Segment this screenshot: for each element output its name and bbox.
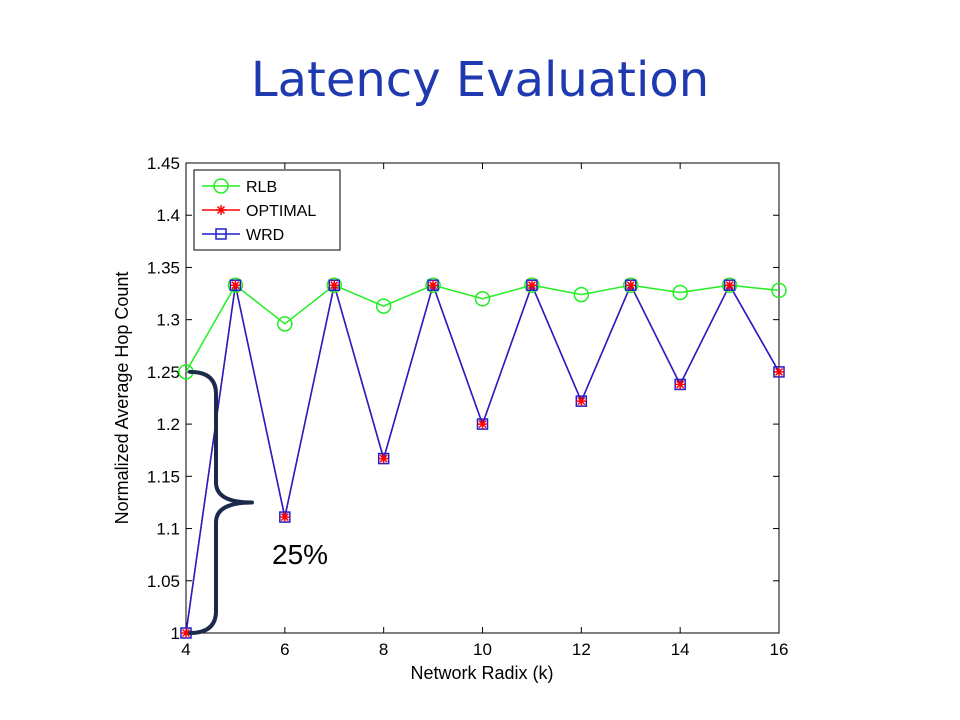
- marker-optimal: [724, 280, 735, 291]
- marker-rlb: [771, 282, 787, 299]
- legend-marker-rlb: [213, 178, 229, 194]
- legend-label-rlb: RLB: [246, 179, 277, 196]
- x-tick-label: 4: [181, 640, 190, 659]
- marker-rlb: [277, 316, 293, 332]
- x-tick-label: 6: [280, 640, 289, 659]
- marker-rlb: [672, 284, 688, 301]
- y-tick-label: 1.3: [156, 311, 180, 330]
- legend-marker-wrd: [215, 228, 227, 240]
- marker-optimal: [477, 419, 488, 430]
- marker-optimal: [675, 379, 686, 390]
- marker-rlb: [524, 277, 540, 293]
- marker-optimal: [378, 453, 389, 464]
- marker-optimal: [428, 280, 439, 291]
- brace-icon: [188, 369, 254, 635]
- legend: RLB OPTIMAL WRD: [193, 169, 341, 251]
- marker-optimal: [625, 280, 636, 291]
- x-tick-label: 10: [473, 640, 492, 659]
- marker-rlb: [227, 277, 244, 293]
- y-tick-label: 1.15: [147, 467, 180, 486]
- x-tick-label: 14: [671, 640, 690, 659]
- legend-label-optimal: OPTIMAL: [246, 203, 316, 220]
- marker-rlb: [721, 277, 738, 293]
- y-tick-label: 1.1: [156, 520, 180, 539]
- marker-rlb: [573, 286, 590, 303]
- y-tick-label: 1.05: [147, 572, 180, 591]
- axis-ticks: 4 6 8 10 12 14 16 1 1.05 1.1 1.15 1.2 1.25 1.3 1.35 1.4…: [147, 154, 789, 659]
- x-axis-title: Network Radix (k): [410, 663, 553, 683]
- y-tick-label: 1: [171, 624, 180, 643]
- y-tick-label: 1.4: [156, 206, 180, 225]
- x-tick-label: 8: [379, 640, 388, 659]
- y-axis-title: Normalized Average Hop Count: [112, 272, 132, 525]
- y-tick-label: 1.25: [147, 363, 180, 382]
- series-markers: [178, 277, 787, 639]
- marker-optimal: [576, 396, 587, 407]
- y-tick-label: 1.2: [156, 415, 180, 434]
- marker-optimal: [774, 366, 784, 377]
- annotation-label: 25%: [272, 539, 328, 570]
- x-tick-label: 16: [770, 640, 789, 659]
- x-tick-label: 12: [572, 640, 591, 659]
- marker-rlb: [425, 277, 441, 293]
- slide-title: Latency Evaluation: [250, 52, 710, 108]
- marker-optimal: [526, 280, 537, 291]
- marker-rlb: [623, 277, 639, 293]
- marker-rlb: [474, 291, 491, 307]
- legend-label-wrd: WRD: [246, 227, 284, 244]
- marker-rlb: [375, 298, 392, 314]
- series-line-rlb: [185, 284, 780, 373]
- marker-optimal: [329, 280, 340, 291]
- marker-optimal: [230, 280, 241, 291]
- y-tick-label: 1.35: [147, 258, 180, 277]
- marker-optimal: [279, 512, 290, 523]
- brace-annotation: 25%: [188, 369, 328, 635]
- y-tick-label: 1.45: [147, 154, 180, 173]
- marker-rlb: [326, 277, 342, 293]
- legend-marker-optimal: [216, 205, 226, 215]
